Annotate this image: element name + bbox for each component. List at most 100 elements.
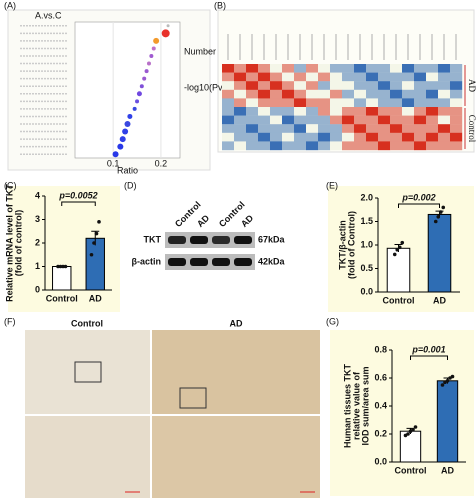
heat-cell xyxy=(402,107,415,116)
dot xyxy=(112,151,119,158)
heat-cell xyxy=(402,115,415,125)
heat-cell xyxy=(246,141,259,151)
bar xyxy=(436,380,459,463)
heat-cell xyxy=(270,64,283,73)
panel-label: (A) xyxy=(4,0,16,10)
heat-cell xyxy=(342,81,355,90)
heat-cell xyxy=(234,115,247,125)
band xyxy=(168,236,186,244)
heat-cell xyxy=(330,89,343,99)
panel-label: (F) xyxy=(4,316,16,326)
heat-cell xyxy=(450,98,463,108)
point xyxy=(97,220,101,224)
histology-images xyxy=(25,330,320,498)
dot xyxy=(142,76,147,81)
x-tick-label: Control xyxy=(395,465,427,475)
heat-cell xyxy=(222,89,235,99)
heat-cell xyxy=(234,124,247,133)
y-tick-label: 4 xyxy=(35,190,40,200)
heat-cell xyxy=(282,81,295,90)
y-tick-label: 3 xyxy=(35,214,40,224)
heat-cell xyxy=(450,141,463,151)
heat-cell xyxy=(438,98,451,108)
heat-cell xyxy=(426,81,439,90)
image xyxy=(152,416,320,498)
y-tick-label: 0 xyxy=(35,284,40,294)
heat-cell xyxy=(306,64,319,73)
heat-cell xyxy=(222,107,235,116)
heat-cell xyxy=(258,141,271,151)
band-name: TKT xyxy=(144,234,162,244)
dot xyxy=(161,29,170,38)
heat-cell xyxy=(450,81,463,90)
heat-cell xyxy=(354,132,367,142)
heat-cell xyxy=(366,107,379,116)
heat-cell xyxy=(450,115,463,125)
heat-cell xyxy=(258,72,271,82)
dot xyxy=(151,46,156,51)
heat-cell xyxy=(414,72,427,82)
heat-cell xyxy=(294,107,307,116)
heat-cell xyxy=(270,107,283,116)
x-axis-label: Ratio xyxy=(117,165,138,175)
heat-cell xyxy=(294,98,307,108)
heat-cell xyxy=(390,124,403,133)
heat-cell xyxy=(342,141,355,151)
heat-cell xyxy=(246,89,259,99)
point xyxy=(438,210,443,214)
heat-cell xyxy=(318,98,331,108)
heat-cell xyxy=(318,64,331,73)
heat-cell xyxy=(414,89,427,99)
heat-cell xyxy=(258,64,271,73)
heat-cell xyxy=(330,72,343,82)
heat-cell xyxy=(222,98,235,108)
heat-cell xyxy=(438,124,451,133)
point xyxy=(392,252,397,257)
heat-cell xyxy=(234,81,247,90)
heat-cell xyxy=(282,132,295,142)
heat-cell xyxy=(342,115,355,125)
x-tick-label: 0.1 xyxy=(107,158,120,168)
heat-cell xyxy=(354,141,367,151)
heat-cell xyxy=(222,72,235,82)
heat-cell xyxy=(246,132,259,142)
heat-cell xyxy=(222,81,235,90)
heat-cell xyxy=(330,98,343,108)
heat-cell xyxy=(330,107,343,116)
point xyxy=(411,428,415,432)
heat-cell xyxy=(378,72,391,82)
heat-cell xyxy=(426,72,439,82)
heat-cell xyxy=(246,124,259,133)
heat-cell xyxy=(330,81,343,90)
heat-cell xyxy=(306,141,319,151)
group-label: Control xyxy=(467,115,476,143)
heat-cell xyxy=(222,132,235,142)
heat-cell xyxy=(246,98,259,108)
heat-cell xyxy=(342,72,355,82)
dot xyxy=(153,37,160,44)
heat-cell xyxy=(258,107,271,116)
heat-cell xyxy=(366,89,379,99)
point xyxy=(94,231,99,236)
point xyxy=(413,425,418,429)
band xyxy=(234,236,252,244)
heat-cell xyxy=(426,132,439,142)
heat-cell xyxy=(282,124,295,133)
heat-cell xyxy=(354,107,367,116)
y-axis-label: TKT/β-actin xyxy=(337,220,347,270)
size-legend-title: Number xyxy=(184,46,216,56)
significance-bracket xyxy=(61,201,96,206)
heat-cell xyxy=(366,141,379,151)
dot xyxy=(135,99,140,104)
heat-cell xyxy=(426,89,439,99)
heat-cell xyxy=(390,81,403,90)
heat-cell xyxy=(306,115,319,125)
heat-cell xyxy=(450,124,463,133)
p-value: p=0.0052 xyxy=(58,190,97,200)
heat-cell xyxy=(438,107,451,116)
lane-label: AD xyxy=(239,212,256,229)
heat-cell xyxy=(366,115,379,125)
heat-cell xyxy=(390,98,403,108)
heat-cell xyxy=(414,64,427,73)
